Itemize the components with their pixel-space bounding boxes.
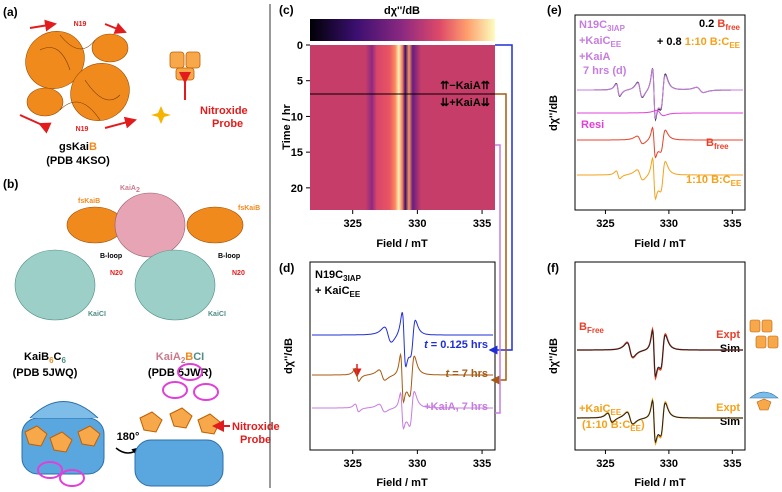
spectrum bbox=[312, 312, 493, 368]
spectrum bbox=[577, 156, 743, 201]
connector bbox=[488, 44, 513, 414]
x-tick-label: 330 bbox=[408, 458, 426, 470]
y-tick-label: 10 bbox=[291, 111, 303, 123]
panel-label: (e) bbox=[547, 3, 562, 17]
kaib-icon bbox=[749, 319, 779, 411]
annotation: + KaiCEE bbox=[315, 285, 361, 299]
probe-label: Probe bbox=[212, 118, 243, 130]
annotation: 7 hrs (d) bbox=[583, 65, 627, 77]
spectrum bbox=[312, 352, 493, 404]
spectrum bbox=[577, 328, 743, 378]
x-tick-label: 335 bbox=[723, 218, 741, 230]
legend-text: Expt bbox=[716, 402, 740, 414]
legend-text: Sim bbox=[720, 416, 740, 428]
pdb-id: (PDB 4KSO) bbox=[46, 155, 110, 167]
structure-name: gsKaiB bbox=[59, 141, 97, 153]
panel-label: (b) bbox=[3, 177, 18, 191]
structure-name: KaiA2BCI bbox=[156, 351, 204, 365]
series-label: BFree bbox=[579, 321, 604, 335]
spectrum bbox=[577, 126, 743, 159]
heatmap bbox=[310, 45, 495, 210]
kaib-icon bbox=[151, 51, 201, 124]
y-tick-label: 20 bbox=[291, 183, 303, 195]
annotation: N19C3IAP bbox=[315, 269, 362, 283]
spectrum bbox=[577, 67, 743, 120]
protein-structure bbox=[14, 192, 244, 321]
spectrum bbox=[577, 399, 743, 444]
spectrum bbox=[577, 109, 743, 117]
y-axis-label: dχ''/dB bbox=[548, 95, 560, 131]
x-tick-label: 330 bbox=[660, 218, 678, 230]
x-axis-label: Field / mT bbox=[376, 477, 428, 489]
annotation: B-loop bbox=[100, 253, 122, 260]
n19-arrows bbox=[19, 19, 137, 134]
protein-structure bbox=[25, 31, 130, 121]
annotation: N19C3IAP bbox=[579, 19, 626, 33]
series-label: Bfree bbox=[706, 137, 729, 151]
structure-name: KaiB6C6 bbox=[24, 351, 66, 365]
annotation: KaiA2 bbox=[120, 185, 140, 194]
legend-text: + 0.8 1:10 B:CEE bbox=[657, 36, 741, 50]
x-axis-label: Field / mT bbox=[634, 477, 686, 489]
annotation: KaiCI bbox=[88, 311, 106, 318]
pdb-id: (PDB 5JWR) bbox=[148, 367, 213, 379]
series-label: +KaiCEE bbox=[579, 403, 622, 417]
y-axis-label: Time / hr bbox=[281, 103, 293, 149]
series-label: t = 7 hrs bbox=[446, 368, 489, 380]
annotation: N20 bbox=[232, 270, 245, 277]
panel-label: (f) bbox=[547, 261, 559, 275]
y-tick-label: 15 bbox=[291, 147, 303, 159]
x-tick-label: 325 bbox=[344, 458, 362, 470]
x-tick-label: 325 bbox=[344, 218, 362, 230]
probe-label: Probe bbox=[240, 434, 271, 446]
plot-frame bbox=[309, 261, 496, 451]
y-tick-label: 0 bbox=[297, 40, 303, 52]
annotation: ⇈−KaiA⇈ bbox=[440, 80, 490, 92]
probe-label: Nitroxide bbox=[232, 421, 280, 433]
colorbar bbox=[310, 19, 495, 41]
spectrum bbox=[312, 390, 493, 430]
annotation: N20 bbox=[110, 270, 123, 277]
annotation: N19 bbox=[76, 126, 89, 133]
x-tick-label: 325 bbox=[596, 218, 614, 230]
annotation: +KaiCEE bbox=[579, 35, 622, 49]
legend-text: Expt bbox=[716, 329, 740, 341]
legend-text: Sim bbox=[720, 343, 740, 355]
panel-label: (a) bbox=[3, 5, 18, 19]
plot-frame bbox=[574, 261, 746, 451]
annotation: KaiCI bbox=[208, 311, 226, 318]
y-tick-label: 5 bbox=[297, 76, 303, 88]
probe-label: Nitroxide bbox=[200, 105, 248, 117]
annotation: +KaiA bbox=[579, 51, 611, 63]
annotation: N19 bbox=[74, 21, 87, 28]
y-axis-label: dχ''/dB bbox=[548, 338, 560, 374]
x-tick-label: 335 bbox=[473, 218, 491, 230]
annotation: fsKaiB bbox=[78, 198, 100, 205]
y-axis-label: dχ''/dB bbox=[283, 338, 295, 374]
x-tick-label: 325 bbox=[596, 458, 614, 470]
x-axis-label: Field / mT bbox=[376, 238, 428, 250]
pdb-id: (PDB 5JWQ) bbox=[13, 367, 78, 379]
series-label: (1:10 B:CEE) bbox=[582, 419, 645, 433]
series-label: 1:10 B:CEE bbox=[686, 174, 742, 188]
rotation-label: 180° bbox=[117, 431, 140, 443]
complex-cartoon: 180° bbox=[21, 363, 230, 487]
colorbar-title: dχ''/dB bbox=[384, 5, 420, 17]
x-axis-label: Field / mT bbox=[634, 238, 686, 250]
plot-frame bbox=[574, 14, 746, 211]
annotation: fsKaiB bbox=[238, 205, 260, 212]
series-label: t = 0.125 hrs bbox=[424, 339, 488, 351]
x-tick-label: 330 bbox=[660, 458, 678, 470]
legend-text: 0.2 Bfree bbox=[699, 18, 741, 32]
x-tick-label: 335 bbox=[473, 458, 491, 470]
series-label: +KaiA, 7 hrs bbox=[424, 401, 488, 413]
annotation: ⇊+KaiA⇊ bbox=[440, 97, 490, 109]
x-tick-label: 330 bbox=[408, 218, 426, 230]
x-tick-label: 335 bbox=[723, 458, 741, 470]
panel-label: (c) bbox=[279, 3, 294, 17]
panel-label: (d) bbox=[279, 261, 294, 275]
series-label: Resi bbox=[581, 119, 604, 131]
annotation: B-loop bbox=[218, 253, 240, 260]
